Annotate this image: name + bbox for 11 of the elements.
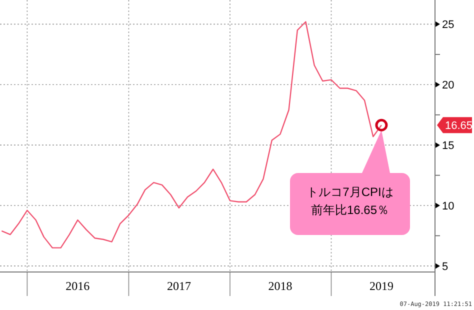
x-tick-label: 2016 — [66, 279, 90, 293]
y-tick-label: 15 — [442, 140, 454, 152]
y-tick-label: 10 — [442, 200, 454, 213]
y-tick-label: 25 — [442, 19, 454, 32]
x-tick-label: 2018 — [268, 279, 292, 293]
annotation: トルコ7月CPIは前年比16.65％ — [306, 185, 394, 217]
y-tick-label: 20 — [442, 80, 454, 92]
y-tick-label: 5 — [442, 260, 448, 273]
x-tick-label: 2017 — [166, 279, 191, 293]
x-tick-label: 2019 — [369, 279, 394, 293]
text: 16.65 — [445, 120, 473, 132]
